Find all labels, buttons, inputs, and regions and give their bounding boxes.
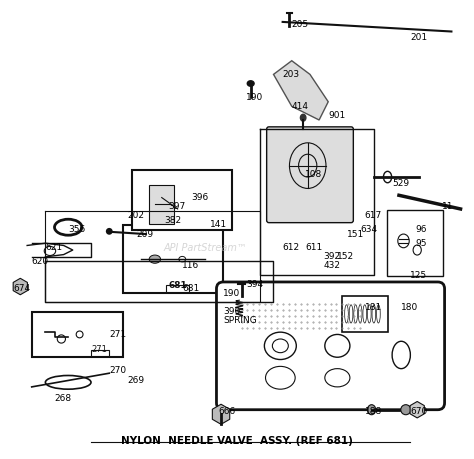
Text: 901: 901 [328, 111, 346, 120]
Text: 432: 432 [324, 262, 341, 270]
Text: 392: 392 [324, 252, 341, 261]
FancyBboxPatch shape [149, 185, 174, 224]
FancyBboxPatch shape [267, 127, 353, 223]
Polygon shape [273, 61, 328, 120]
Text: 181: 181 [365, 302, 382, 312]
Text: 397: 397 [169, 202, 186, 211]
Text: 271: 271 [109, 330, 127, 339]
Bar [91, 350, 109, 356]
Text: 95: 95 [415, 239, 427, 248]
Text: 209: 209 [137, 230, 154, 239]
Text: 11: 11 [442, 202, 454, 211]
Text: 125: 125 [410, 271, 428, 280]
Text: 202: 202 [128, 211, 145, 220]
Text: 141: 141 [210, 220, 227, 230]
Text: 203: 203 [283, 70, 300, 79]
Text: 201: 201 [410, 34, 428, 42]
Text: 394: 394 [246, 280, 263, 289]
Text: 670: 670 [410, 408, 428, 416]
Ellipse shape [149, 255, 161, 263]
Bar [123, 225, 223, 293]
Text: 611: 611 [305, 243, 323, 252]
Text: SPRING: SPRING [223, 316, 257, 325]
Text: NYLON  NEEDLE VALVE  ASSY. (REF 681): NYLON NEEDLE VALVE ASSY. (REF 681) [121, 436, 353, 446]
Text: 612: 612 [283, 243, 300, 252]
Bar [32, 312, 123, 357]
Ellipse shape [367, 405, 376, 415]
Text: 108: 108 [305, 170, 323, 179]
Bar [166, 285, 189, 292]
Text: 681: 681 [182, 284, 200, 293]
Text: 620: 620 [32, 257, 49, 266]
Text: 96: 96 [415, 225, 427, 234]
Text: 151: 151 [346, 230, 364, 239]
Text: 621: 621 [46, 243, 63, 252]
Text: 271: 271 [91, 345, 107, 353]
Text: 382: 382 [164, 216, 181, 225]
Ellipse shape [301, 114, 306, 121]
Text: 681: 681 [168, 281, 187, 290]
Text: 617: 617 [365, 211, 382, 220]
Text: 190: 190 [223, 289, 241, 298]
Text: 116: 116 [182, 262, 200, 270]
Text: 390: 390 [223, 307, 241, 316]
Text: API PartStream™: API PartStream™ [163, 243, 247, 253]
FancyBboxPatch shape [217, 282, 445, 410]
Text: 674: 674 [13, 284, 31, 293]
Ellipse shape [106, 228, 113, 235]
Bar [342, 296, 388, 332]
Text: 529: 529 [392, 179, 409, 188]
Ellipse shape [247, 81, 254, 86]
Text: 634: 634 [360, 225, 377, 234]
Text: 180: 180 [401, 302, 419, 312]
Text: 205: 205 [292, 20, 309, 29]
Text: 666: 666 [219, 408, 236, 416]
Ellipse shape [401, 405, 411, 415]
Text: 190: 190 [246, 93, 264, 102]
Text: 270: 270 [109, 366, 127, 375]
Text: 269: 269 [128, 375, 145, 385]
Text: 152: 152 [337, 252, 355, 261]
Text: 268: 268 [55, 394, 72, 403]
Text: 414: 414 [292, 102, 309, 111]
FancyBboxPatch shape [387, 210, 443, 276]
Text: 396: 396 [191, 193, 209, 202]
Bar [132, 170, 232, 230]
Text: 356: 356 [68, 225, 85, 234]
Text: 188: 188 [365, 408, 382, 416]
